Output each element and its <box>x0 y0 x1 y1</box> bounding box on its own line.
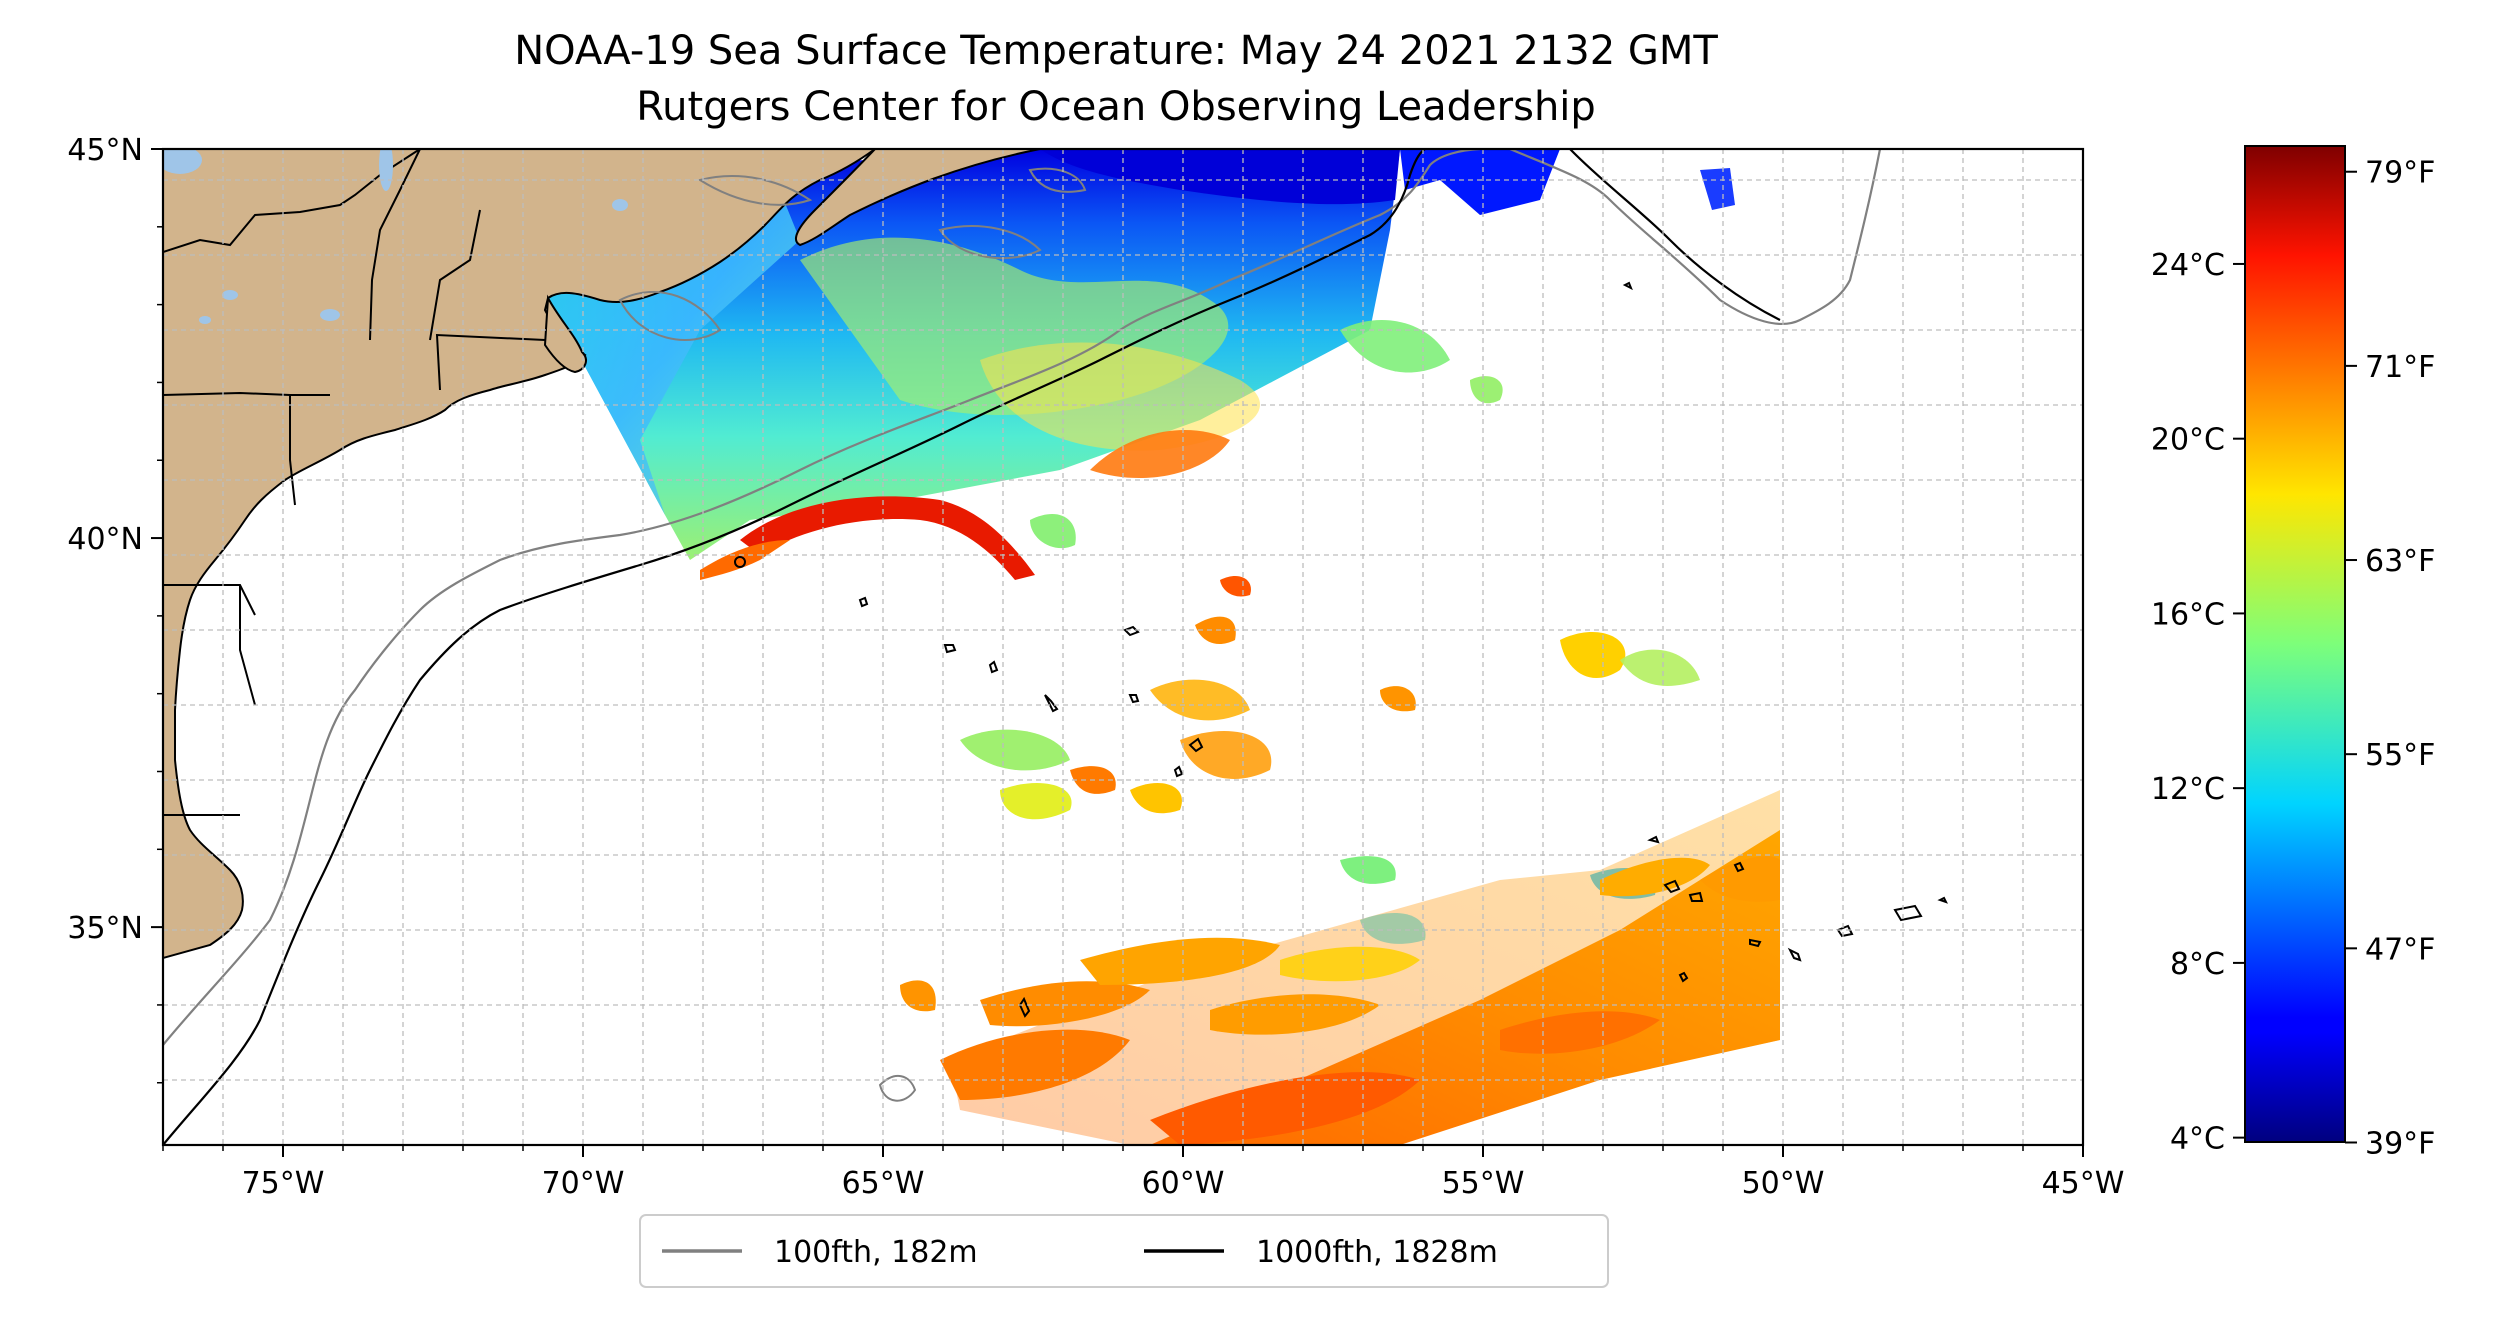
legend-box <box>639 1214 1609 1288</box>
colorbar-celsius-label: 16°C <box>2151 597 2225 632</box>
colorbar-celsius-label: 20°C <box>2151 423 2225 458</box>
colorbar-celsius-label: 24°C <box>2151 248 2225 283</box>
lat-tick-label: 45°N <box>67 133 143 168</box>
lat-tick-label: 40°N <box>67 522 143 557</box>
colorbar-fahrenheit-axis: 39°F 47°F 55°F 63°F 71°F 79°F <box>2345 156 2435 1161</box>
map-title-line2: Rutgers Center for Ocean Observing Leade… <box>636 84 1596 130</box>
contour-legend: 100fth, 182m 1000fth, 1828m <box>639 1214 1609 1288</box>
sst-northern-swath <box>548 149 1735 580</box>
colorbar-fahrenheit-label: 79°F <box>2365 156 2435 191</box>
temperature-colorbar: 4°C 8°C 12°C 16°C 20°C 24°C 39°F 47°F 55°F 63°F 7… <box>2151 145 2435 1161</box>
land-areas <box>163 149 1041 960</box>
lon-tick-label: 70°W <box>542 1166 625 1201</box>
map-title-line1: NOAA-19 Sea Surface Temperature: May 24 … <box>514 28 1718 74</box>
map-gridlines <box>163 149 2083 1145</box>
contour-1000fth <box>163 149 1426 1145</box>
latitude-axis: 45°N 40°N 35°N <box>67 133 163 1084</box>
legend-label-1000fth: 1000fth, 1828m <box>1256 1235 1498 1270</box>
colorbar-celsius-label: 4°C <box>2170 1122 2225 1157</box>
lon-tick-label: 60°W <box>1142 1166 1225 1201</box>
lat-tick-label: 35°N <box>67 911 143 946</box>
map-plot-area <box>163 149 2083 1145</box>
legend-label-100fth: 100fth, 182m <box>774 1235 978 1270</box>
longitude-axis: 75°W 70°W 65°W 60°W 55°W 50°W 45°W <box>162 1145 2125 1201</box>
cape-cod <box>543 294 587 374</box>
colorbar-fahrenheit-label: 55°F <box>2365 738 2435 773</box>
state-borders <box>163 149 546 816</box>
colorbar-gradient <box>2244 145 2346 1143</box>
nova-scotia <box>795 149 1041 247</box>
us-canada-landmass <box>163 149 877 960</box>
colorbar-celsius-label: 8°C <box>2170 947 2225 982</box>
lon-tick-label: 45°W <box>2042 1166 2125 1201</box>
colorbar-fahrenheit-label: 47°F <box>2365 932 2435 967</box>
colorbar-celsius-label: 12°C <box>2151 772 2225 807</box>
colorbar-celsius-axis: 4°C 8°C 12°C 16°C 20°C 24°C <box>2151 248 2245 1157</box>
lakes <box>163 149 628 324</box>
lon-tick-label: 55°W <box>1442 1166 1525 1201</box>
sst-southern-swath <box>900 790 1780 1145</box>
lon-tick-label: 65°W <box>842 1166 925 1201</box>
colorbar-fahrenheit-label: 63°F <box>2365 544 2435 579</box>
colorbar-fahrenheit-label: 71°F <box>2365 350 2435 385</box>
lon-tick-label: 50°W <box>1742 1166 1825 1201</box>
lon-tick-label: 75°W <box>242 1166 325 1201</box>
colorbar-fahrenheit-label: 39°F <box>2365 1126 2435 1161</box>
